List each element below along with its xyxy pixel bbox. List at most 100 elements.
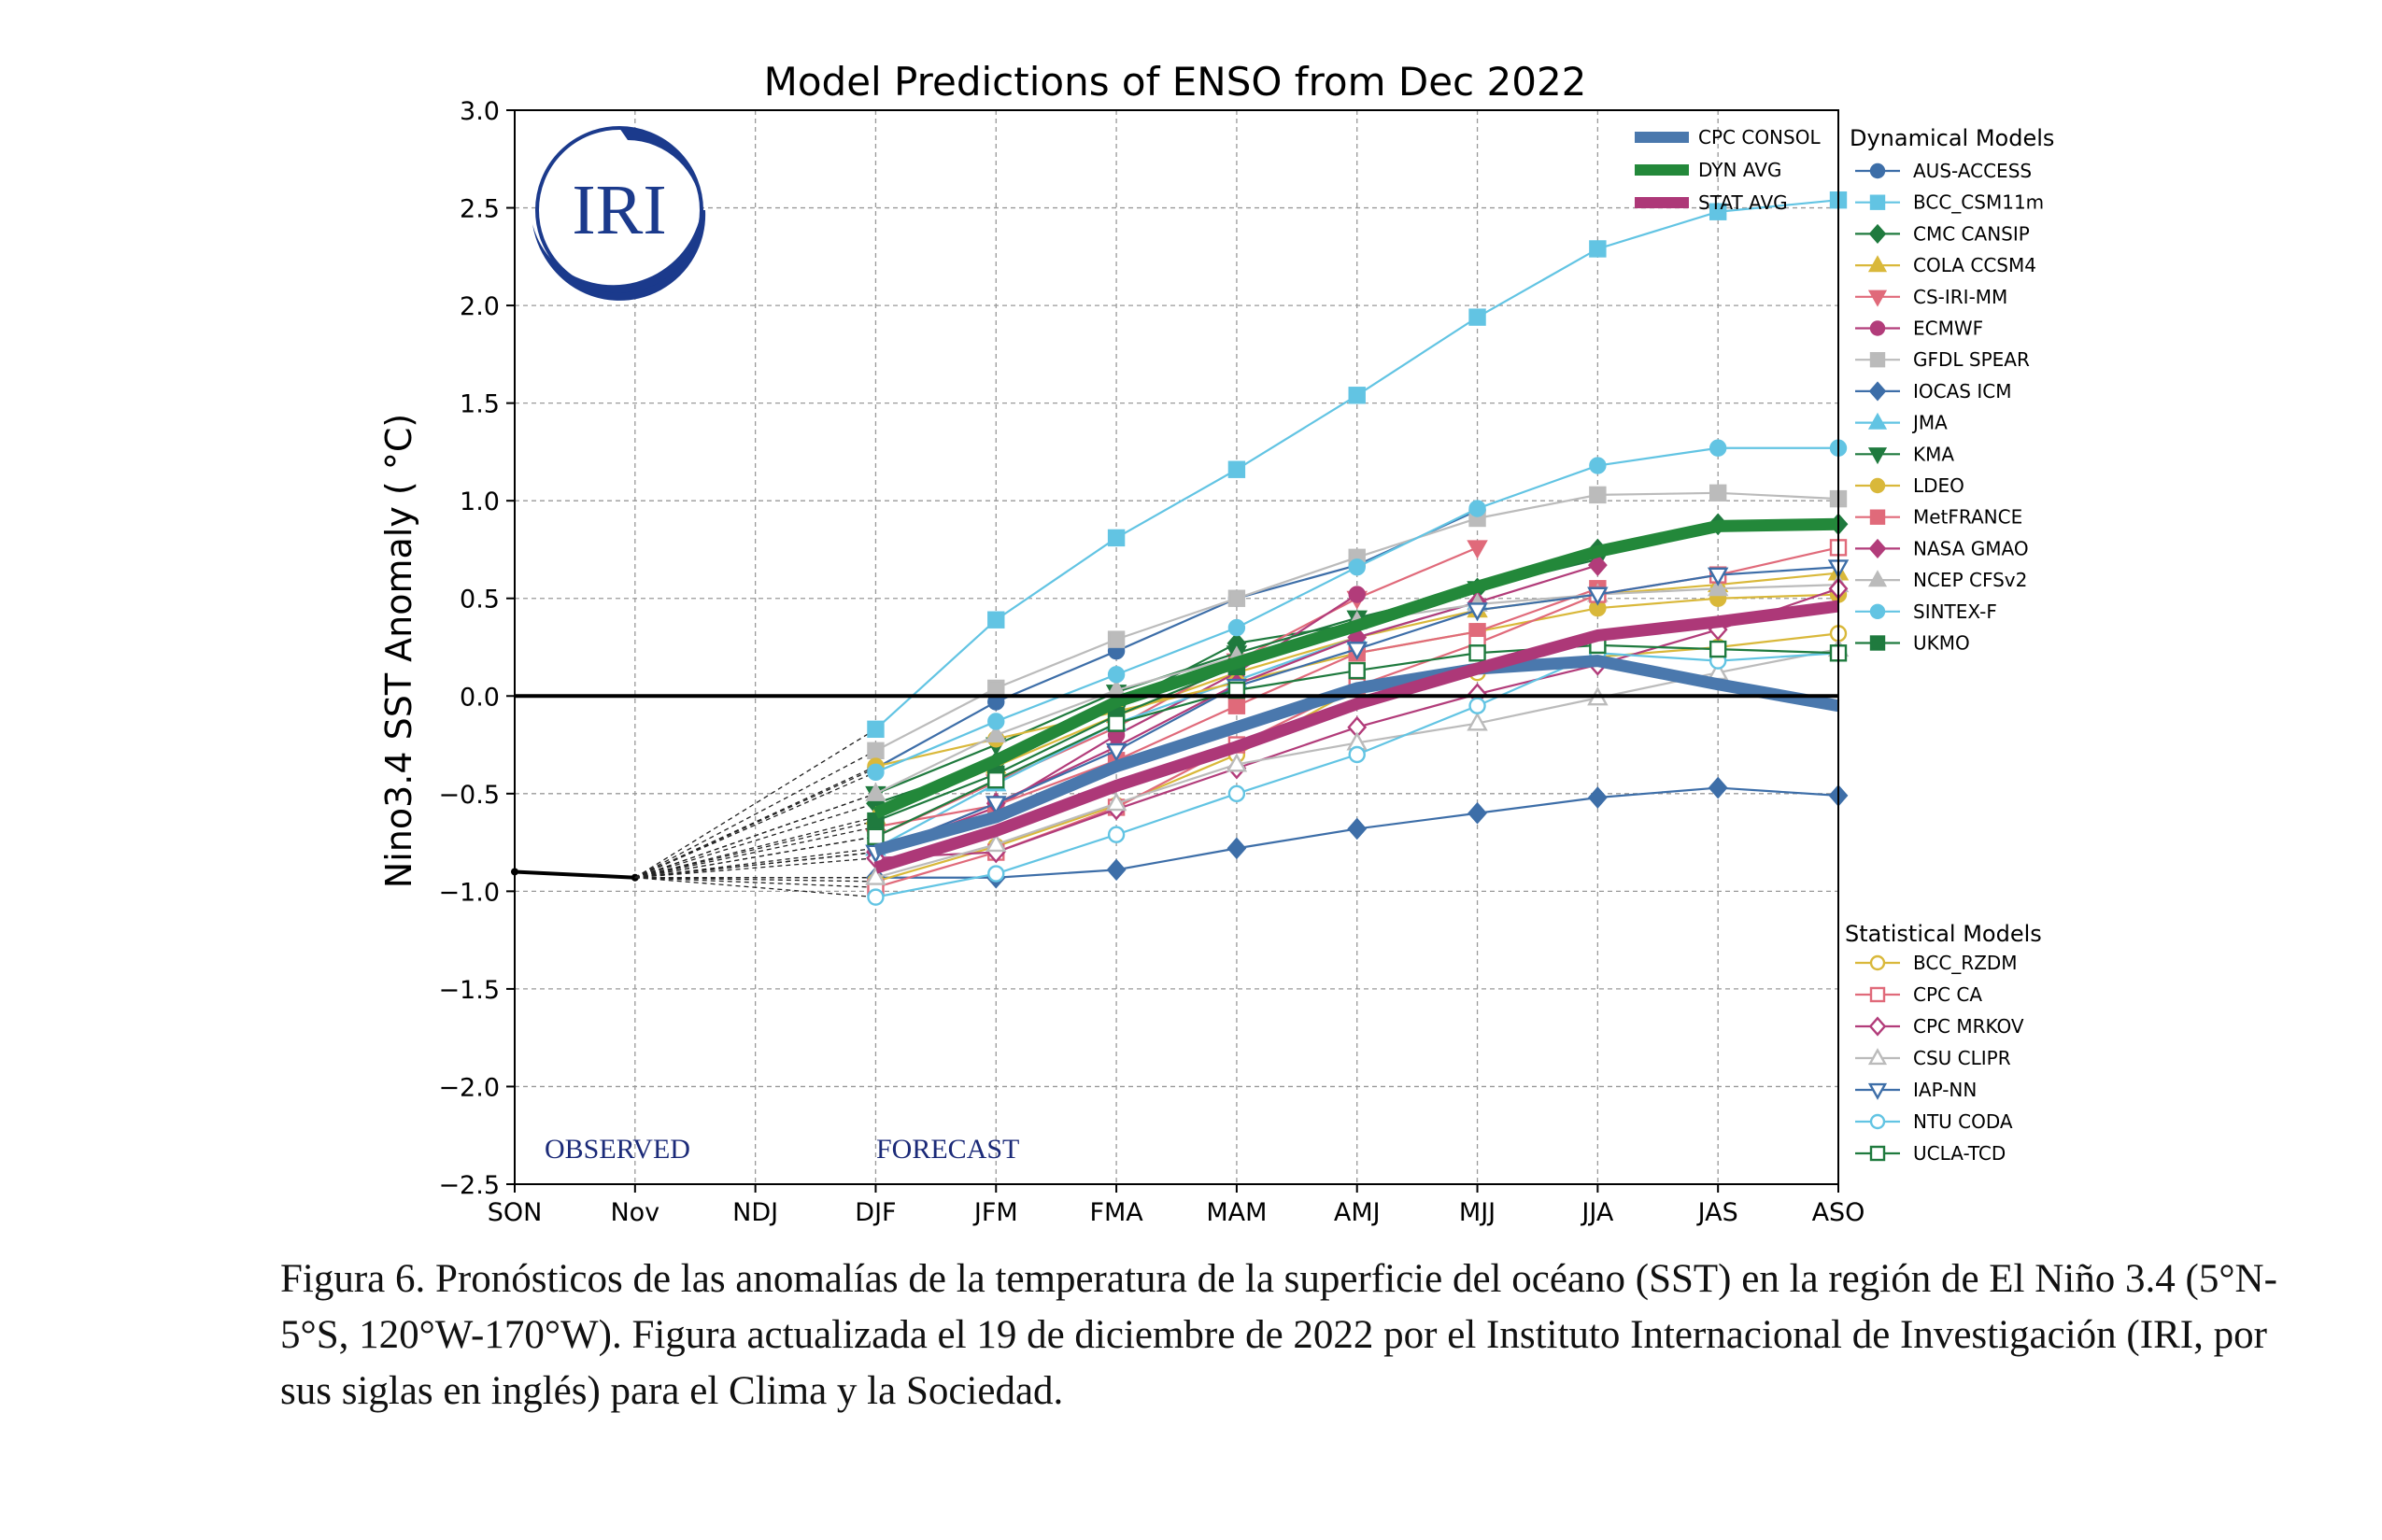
connector-line bbox=[634, 836, 876, 879]
legend-marker bbox=[1869, 352, 1886, 368]
x-tick-label: NDJ bbox=[732, 1198, 778, 1227]
legend-label: CPC MRKOV bbox=[1913, 1015, 2024, 1038]
data-point bbox=[865, 782, 886, 801]
legend-label: SINTEX-F bbox=[1913, 600, 1997, 623]
legend-marker bbox=[1869, 162, 1886, 179]
legend-entry-gfdl-spear: GFDL SPEAR bbox=[1855, 348, 2030, 371]
data-point bbox=[987, 770, 1005, 789]
data-point bbox=[1226, 753, 1248, 772]
y-tick-label: 1.0 bbox=[460, 487, 500, 516]
data-point bbox=[867, 720, 885, 739]
connector-line bbox=[634, 793, 876, 879]
data-point bbox=[1709, 484, 1727, 502]
legend-entry-bcc-csm11m: BCC_CSM11m bbox=[1855, 191, 2044, 214]
enso-chart: Model Predictions of ENSO from Dec 2022 … bbox=[378, 59, 2054, 1227]
x-tick-label: SON bbox=[488, 1198, 543, 1227]
legend-label: CPC CA bbox=[1913, 983, 1982, 1006]
legend-marker bbox=[1867, 1048, 1888, 1066]
legend-label: CMC CANSIP bbox=[1913, 222, 2030, 245]
legend-entry-kma: KMA bbox=[1855, 443, 1954, 465]
iri-logo: IRI bbox=[532, 126, 706, 301]
data-point bbox=[985, 833, 1007, 853]
legend-statistical: BCC_RZDM CPC CA CPC MRKOV CSU CLIPR IAP-NN NT… bbox=[1855, 952, 2024, 1165]
series-cpc-consol bbox=[873, 655, 1840, 856]
x-tick-label: AMJ bbox=[1334, 1198, 1381, 1227]
legend-entry-iocas-icm: IOCAS ICM bbox=[1855, 380, 2011, 403]
legend-entry-cmc-cansip: CMC CANSIP bbox=[1855, 222, 2030, 245]
y-tick-label: 0.0 bbox=[460, 683, 500, 712]
legend-label: JMA bbox=[1911, 412, 1948, 434]
data-point bbox=[1107, 630, 1126, 648]
data-point bbox=[1709, 640, 1727, 658]
legend-label: BCC_RZDM bbox=[1913, 952, 2018, 974]
data-point bbox=[987, 611, 1005, 629]
observed-lines bbox=[511, 728, 876, 898]
observed-line bbox=[514, 869, 635, 880]
y-tick-label: 1.5 bbox=[460, 390, 500, 419]
legend-label: KMA bbox=[1913, 443, 1954, 465]
legend-label: DYN AVG bbox=[1698, 159, 1781, 181]
legend-marker bbox=[1868, 223, 1887, 244]
legend-marker bbox=[1869, 603, 1886, 619]
y-tick-label: 3.0 bbox=[460, 97, 500, 126]
data-point bbox=[987, 865, 1005, 883]
connector-line bbox=[634, 771, 876, 879]
data-point bbox=[1587, 786, 1608, 809]
x-tick-label: DJF bbox=[855, 1198, 896, 1227]
legend-marker bbox=[1868, 1016, 1887, 1037]
data-point bbox=[867, 888, 885, 906]
legend-label: NCEP CFSv2 bbox=[1913, 569, 2027, 591]
x-tick-label: Nov bbox=[610, 1198, 659, 1227]
y-tick-label: −0.5 bbox=[438, 781, 500, 810]
series-line bbox=[874, 546, 1478, 838]
data-point bbox=[1348, 586, 1366, 603]
legend-entry-ukmo: UKMO bbox=[1855, 632, 1970, 655]
legend-marker bbox=[1868, 538, 1887, 558]
legend-entry-ntu-coda: NTU CODA bbox=[1855, 1110, 2013, 1133]
legend-label: NASA GMAO bbox=[1913, 537, 2029, 559]
legend-label: AUS-ACCESS bbox=[1913, 160, 2032, 182]
legend-label: STAT AVG bbox=[1698, 191, 1788, 214]
data-point bbox=[1707, 567, 1729, 586]
legend-marker bbox=[1868, 381, 1887, 402]
data-point bbox=[985, 724, 1007, 743]
connector-line bbox=[634, 857, 876, 879]
legend-label: CS-IRI-MM bbox=[1913, 286, 2007, 308]
legend-entry-cpc-mrkov: CPC MRKOV bbox=[1855, 1015, 2024, 1038]
series-dyn-avg bbox=[872, 517, 1839, 819]
data-point bbox=[1348, 387, 1366, 404]
legend-statistical-title: Statistical Models bbox=[1845, 921, 2042, 947]
legend-label: BCC_CSM11m bbox=[1913, 191, 2044, 214]
data-point bbox=[867, 742, 885, 760]
legend-entry-aus-access: AUS-ACCESS bbox=[1855, 160, 2032, 182]
legend-marker bbox=[1867, 1082, 1888, 1100]
connector-line bbox=[634, 728, 876, 879]
data-point bbox=[1467, 540, 1488, 559]
legend-label: MetFRANCE bbox=[1913, 506, 2022, 529]
plot-frame bbox=[514, 109, 1839, 1185]
data-point bbox=[1227, 589, 1246, 607]
data-point bbox=[1347, 817, 1368, 841]
y-tick-label: 0.5 bbox=[460, 586, 500, 615]
legend-entry-cpc-ca: CPC CA bbox=[1855, 983, 1982, 1006]
connector-line bbox=[634, 826, 876, 879]
data-point bbox=[1227, 784, 1246, 803]
data-point bbox=[1348, 661, 1366, 680]
data-point bbox=[1467, 602, 1488, 622]
x-tick-label: JFM bbox=[972, 1198, 1018, 1227]
connector-line bbox=[634, 877, 876, 888]
data-point bbox=[1468, 644, 1486, 662]
data-point bbox=[1467, 801, 1487, 825]
series-line bbox=[874, 509, 1479, 770]
legend-entry-ecmwf: ECMWF bbox=[1855, 318, 1983, 340]
legend-marker bbox=[1869, 320, 1886, 336]
legend-label: CPC CONSOL bbox=[1698, 126, 1821, 148]
series-sintex-f bbox=[867, 439, 1848, 782]
forecast-annotation: FORECAST bbox=[876, 1134, 1019, 1165]
legend-consensus: CPC CONSOL DYN AVG STAT AVG bbox=[1635, 126, 1821, 214]
legend-marker bbox=[1867, 570, 1888, 587]
y-tick-label: −1.5 bbox=[438, 976, 500, 1005]
legend-entry-cs-iri-mm: CS-IRI-MM bbox=[1855, 286, 2007, 308]
legend-marker bbox=[1867, 290, 1888, 307]
series-line bbox=[873, 600, 1839, 874]
